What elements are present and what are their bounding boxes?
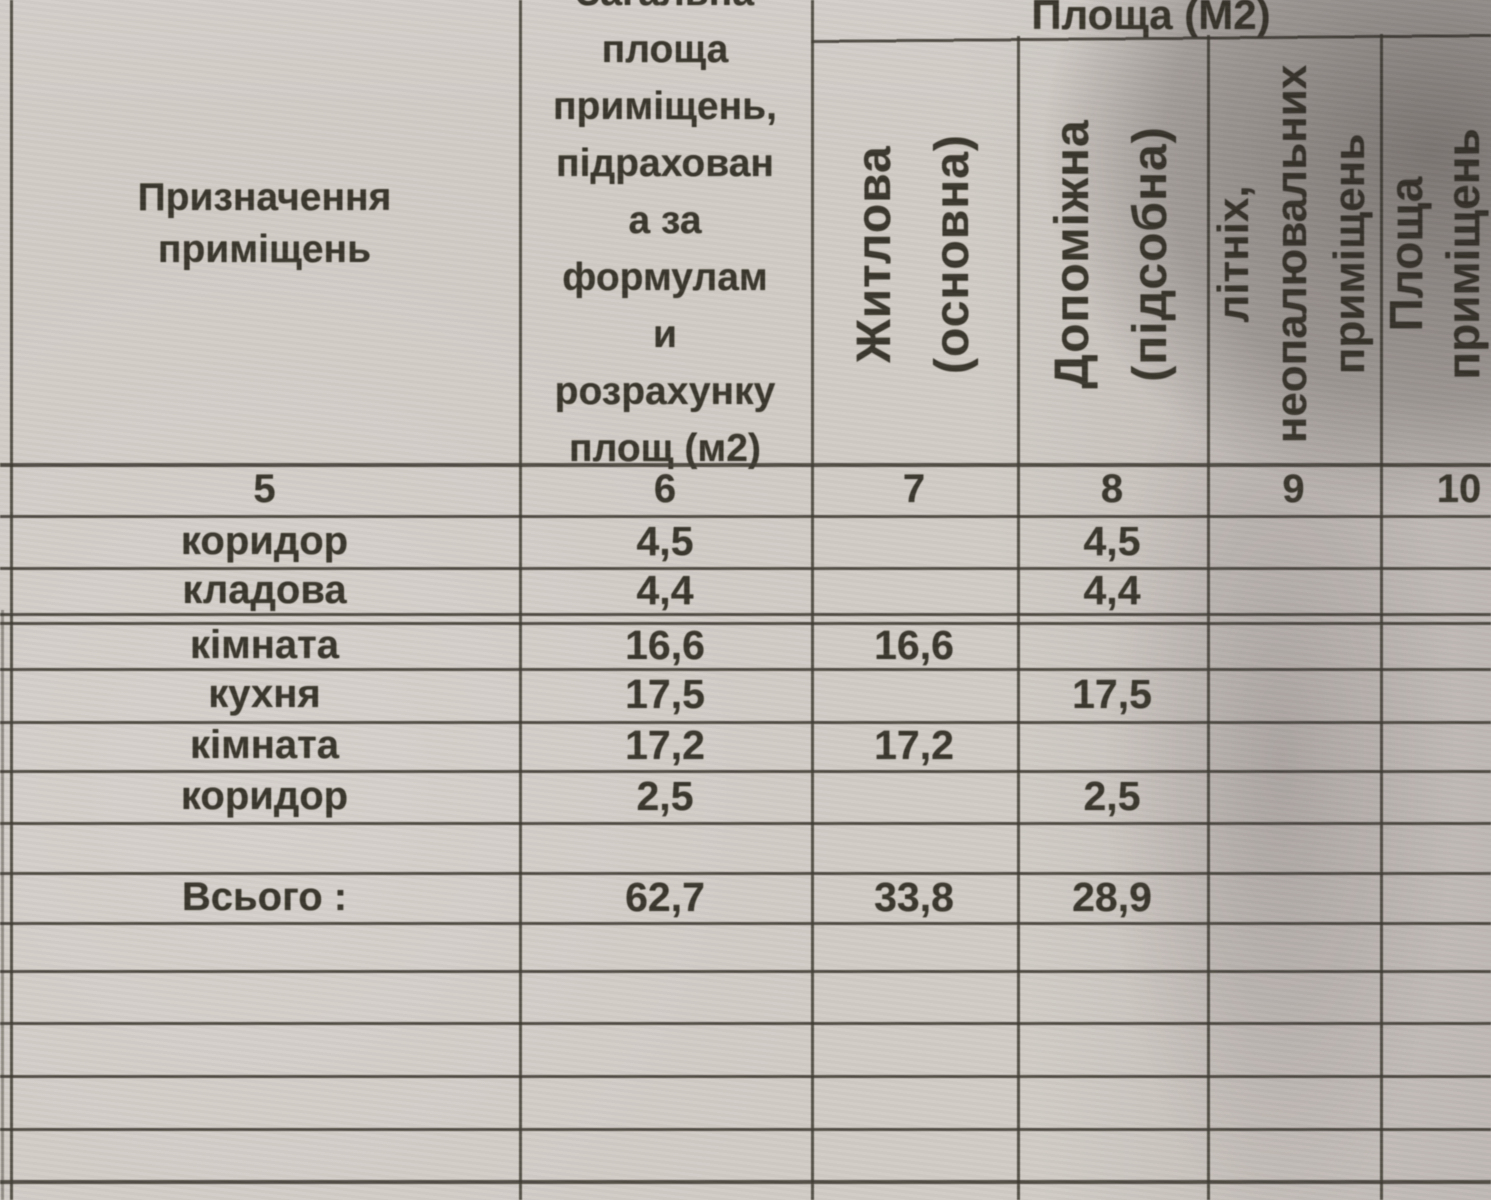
h-line-header-bottom xyxy=(0,463,1491,467)
h-line-double-upper xyxy=(0,613,1491,616)
value-aux-area: 2,5 xyxy=(1083,772,1141,819)
col7-header-rotated: Житлова (основна) xyxy=(811,45,1017,463)
value-aux-area: 4,5 xyxy=(1083,517,1141,564)
value-aux-area: 4,4 xyxy=(1083,566,1141,613)
value-living-area xyxy=(811,668,1017,721)
value-total-area: 17,5 xyxy=(625,671,705,717)
col9-header-text: літніх, неопалювальних приміщень xyxy=(1209,64,1374,444)
h-line xyxy=(0,970,1491,973)
h-line xyxy=(0,668,1491,671)
value-total-area: 4,5 xyxy=(636,517,694,564)
v-line-left xyxy=(10,0,13,1200)
col8-header-rotated: Допоміжна (підсобна) xyxy=(1017,45,1207,463)
value-living-area: 16,6 xyxy=(874,621,954,668)
v-line-col9-10 xyxy=(1380,34,1383,1200)
col10-header-text: Площа приміщень xyxy=(1380,128,1489,380)
value-total-area: 4,4 xyxy=(636,566,694,613)
room-name: кімната xyxy=(190,723,339,767)
value-living-area xyxy=(811,567,1017,613)
table-outer-left-border xyxy=(1,610,4,1200)
col8-header-text: Допоміжна (підсобна) xyxy=(1046,119,1177,389)
total-area-value: 62,7 xyxy=(625,873,705,920)
room-name: кімната xyxy=(190,622,339,667)
room-name: коридор xyxy=(180,773,349,818)
col7-header-text: Житлова (основна) xyxy=(848,134,979,374)
value-aux-area xyxy=(1017,622,1207,668)
col-number-5: 5 xyxy=(253,466,276,511)
total-living-value: 33,8 xyxy=(874,873,954,920)
value-total-area: 17,2 xyxy=(625,722,705,768)
col10-header-rotated: Площа приміщень xyxy=(1378,45,1491,463)
h-line xyxy=(0,822,1491,825)
h-line xyxy=(0,567,1491,570)
total-aux-value: 28,9 xyxy=(1072,873,1152,920)
h-line xyxy=(0,1180,1491,1184)
v-line-col8-9 xyxy=(1207,35,1210,1200)
h-line xyxy=(0,515,1491,518)
value-living-area xyxy=(811,770,1017,822)
room-name: коридор xyxy=(180,518,349,563)
h-line xyxy=(0,1022,1491,1025)
col5-header: Призначення приміщень xyxy=(137,176,392,271)
col-number-8: 8 xyxy=(1100,466,1124,511)
col6-header: Загальна площа приміщень, підрахован а з… xyxy=(552,0,777,470)
value-living-area: 17,2 xyxy=(874,722,954,768)
h-line xyxy=(0,770,1491,773)
h-line xyxy=(0,721,1491,724)
col-number-7: 7 xyxy=(902,466,926,511)
col9-header-rotated: літніх, неопалювальних приміщень xyxy=(1205,45,1379,463)
value-living-area xyxy=(811,515,1017,567)
room-name: кладова xyxy=(182,567,347,612)
h-line xyxy=(0,1075,1491,1078)
v-line-col6-7 xyxy=(811,0,814,1200)
value-total-area: 16,6 xyxy=(625,621,705,668)
col-number-10: 10 xyxy=(1436,466,1482,511)
col-number-9: 9 xyxy=(1282,466,1305,511)
h-line xyxy=(0,922,1491,925)
value-aux-area: 17,5 xyxy=(1072,671,1152,717)
v-line-col5-6 xyxy=(519,0,522,1200)
total-label: Всього : xyxy=(181,874,348,919)
value-total-area: 2,5 xyxy=(636,772,694,819)
col-number-6: 6 xyxy=(653,466,677,511)
v-line-col7-8 xyxy=(1017,36,1020,1200)
room-name: кухня xyxy=(208,672,321,716)
area-m2-span-header: Площа (М2) xyxy=(1031,0,1271,38)
h-line xyxy=(0,872,1491,875)
h-line xyxy=(0,1128,1491,1131)
h-line-double-lower xyxy=(0,622,1491,625)
value-aux-area xyxy=(1017,721,1207,770)
